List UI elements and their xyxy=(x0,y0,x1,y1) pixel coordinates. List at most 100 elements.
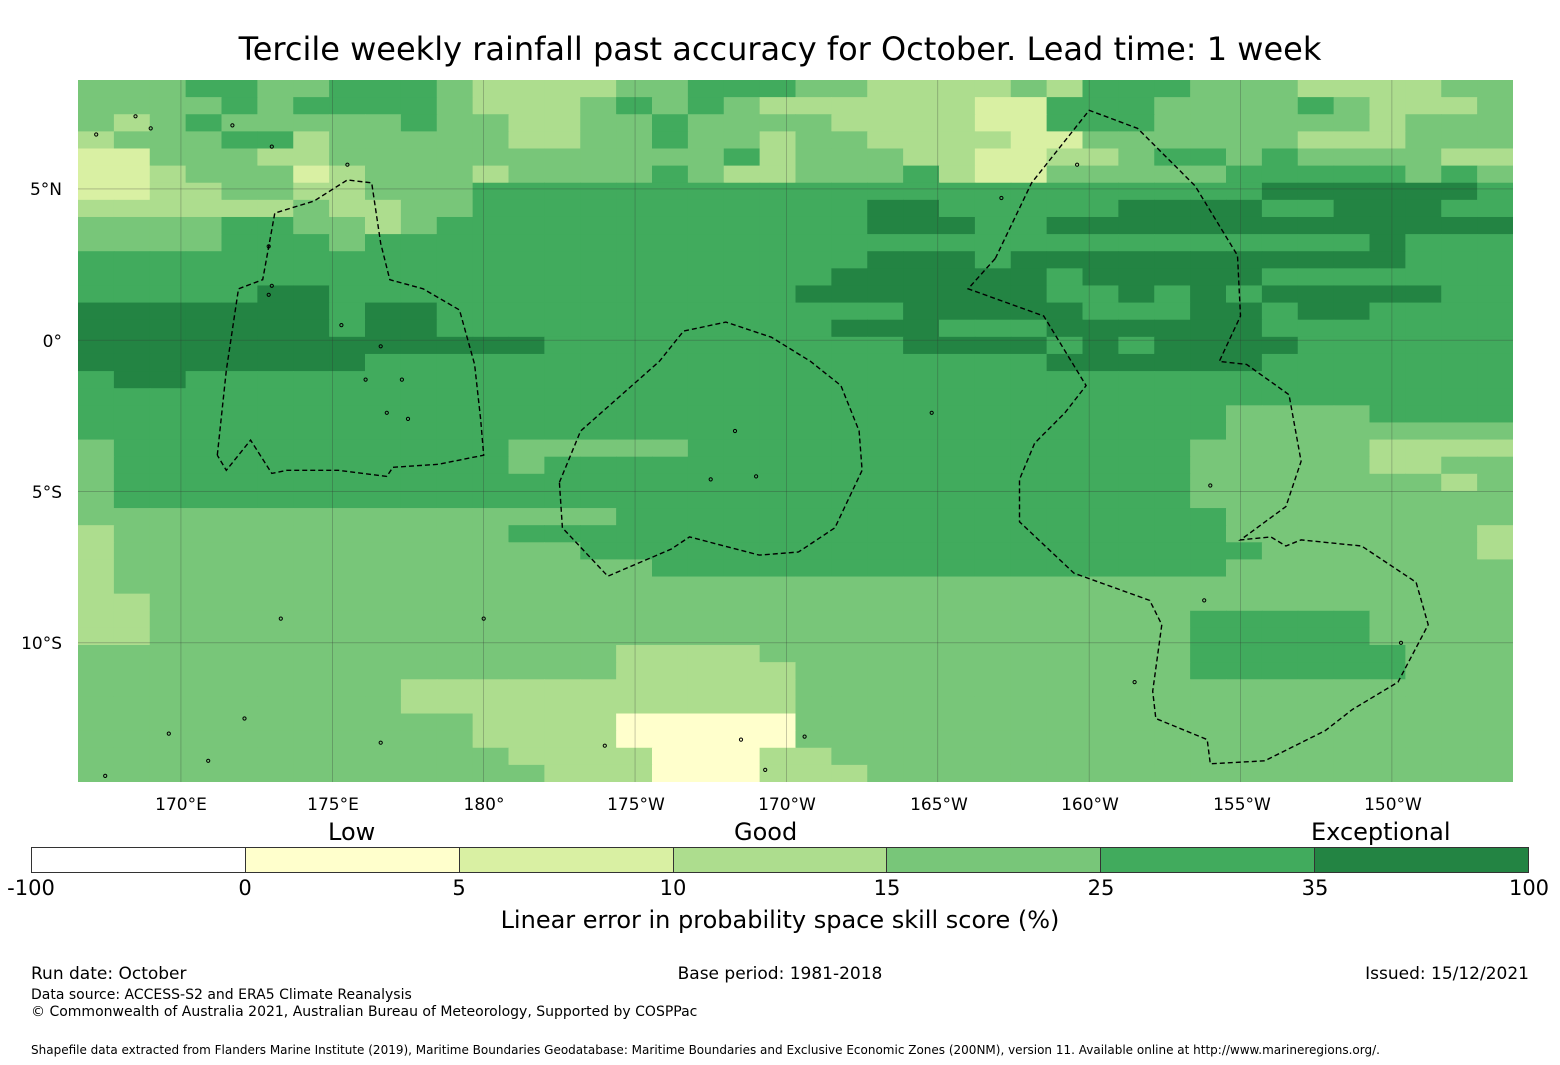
skill-cell xyxy=(1333,508,1371,526)
skill-cell xyxy=(365,627,402,646)
skill-cell xyxy=(1405,730,1442,749)
skill-cell xyxy=(723,148,761,167)
skill-cell xyxy=(759,319,797,338)
skill-cell xyxy=(1046,473,1084,492)
skill-cell xyxy=(257,114,294,132)
skill-cell xyxy=(867,405,904,424)
skill-cell xyxy=(1441,456,1478,475)
skill-cell xyxy=(185,268,223,287)
skill-cell xyxy=(1405,80,1442,98)
island-outline xyxy=(269,144,274,149)
skill-cell xyxy=(939,525,976,543)
issued-date: Issued: 15/12/2021 xyxy=(1365,964,1529,984)
skill-cell xyxy=(508,251,545,269)
skill-cell xyxy=(974,473,1012,492)
skill-cell xyxy=(78,148,115,167)
skill-cell xyxy=(1477,525,1513,543)
skill-cell xyxy=(1082,490,1119,509)
skill-cell xyxy=(1441,148,1478,167)
skill-cell xyxy=(1297,422,1335,441)
skill-cell xyxy=(1369,148,1406,167)
skill-cell xyxy=(400,131,438,150)
skill-cell xyxy=(508,559,545,578)
skill-cell xyxy=(974,542,1012,561)
skill-cell xyxy=(795,319,832,338)
skill-cell xyxy=(400,114,438,132)
skill-cell xyxy=(652,490,689,509)
skill-cell xyxy=(795,627,832,646)
skill-cell xyxy=(795,182,832,201)
skill-cell xyxy=(1118,439,1155,458)
skill-cell xyxy=(723,525,761,543)
skill-cell xyxy=(1154,542,1191,561)
skill-cell xyxy=(1010,662,1048,680)
skill-cell xyxy=(687,525,725,543)
skill-cell xyxy=(903,576,940,595)
skill-cell xyxy=(365,216,402,235)
skill-cell xyxy=(1082,764,1119,782)
skill-cell xyxy=(616,285,653,304)
skill-cell xyxy=(221,114,258,132)
skill-cell xyxy=(436,388,474,406)
skill-cell xyxy=(1405,336,1442,355)
skill-cell xyxy=(508,764,545,782)
skill-cell xyxy=(1333,456,1371,475)
skill-cell xyxy=(1441,336,1478,355)
skill-cell xyxy=(1082,542,1119,561)
skill-cell xyxy=(831,131,868,150)
skill-cell xyxy=(652,165,689,184)
skill-cell xyxy=(185,336,223,355)
skill-cell xyxy=(1154,199,1191,218)
skill-cell xyxy=(257,268,294,287)
skill-cell xyxy=(293,251,330,269)
skill-cell xyxy=(1082,216,1119,235)
skill-cell xyxy=(723,80,761,98)
skill-cell xyxy=(185,576,223,595)
skill-cell xyxy=(472,165,510,184)
skill-cell xyxy=(113,182,151,201)
skill-cell xyxy=(723,285,761,304)
skill-cell xyxy=(78,422,115,441)
skill-cell xyxy=(652,764,689,782)
skill-cell xyxy=(652,371,689,389)
skill-cell xyxy=(687,405,725,424)
skill-cell xyxy=(652,251,689,269)
skill-cell xyxy=(400,662,438,680)
island-outline xyxy=(378,344,383,349)
skill-cell xyxy=(365,730,402,749)
skill-cell xyxy=(1226,508,1263,526)
skill-cell xyxy=(113,199,151,218)
skill-cell xyxy=(580,268,617,287)
skill-cell xyxy=(1369,645,1406,663)
skill-cell xyxy=(78,508,115,526)
skill-cell xyxy=(472,713,510,732)
skill-cell xyxy=(508,576,545,595)
skill-cell xyxy=(1369,199,1406,218)
skill-cell xyxy=(257,199,294,218)
skill-cell xyxy=(1226,490,1263,509)
skill-cell xyxy=(795,576,832,595)
skill-cell xyxy=(687,182,725,201)
skill-cell xyxy=(1118,576,1155,595)
skill-cell xyxy=(1477,80,1513,98)
skill-cell xyxy=(1118,764,1155,782)
skill-cell xyxy=(795,371,832,389)
skill-cell xyxy=(903,490,940,509)
skill-cell xyxy=(1333,439,1371,458)
skill-cell xyxy=(78,764,115,782)
skill-cell xyxy=(1477,627,1513,646)
skill-cell xyxy=(580,97,617,115)
skill-cell xyxy=(436,662,474,680)
skill-cell xyxy=(759,662,797,680)
skill-cell xyxy=(472,405,510,424)
skill-cell xyxy=(1226,97,1263,115)
skill-cell xyxy=(1477,371,1513,389)
skill-cell xyxy=(1046,251,1084,269)
skill-cell xyxy=(1046,371,1084,389)
skill-cell xyxy=(257,148,294,167)
skill-cell xyxy=(293,679,330,697)
skill-cell xyxy=(1190,645,1227,663)
skill-cell xyxy=(1082,422,1119,441)
skill-cell xyxy=(1154,131,1191,150)
skill-cell xyxy=(974,679,1012,697)
